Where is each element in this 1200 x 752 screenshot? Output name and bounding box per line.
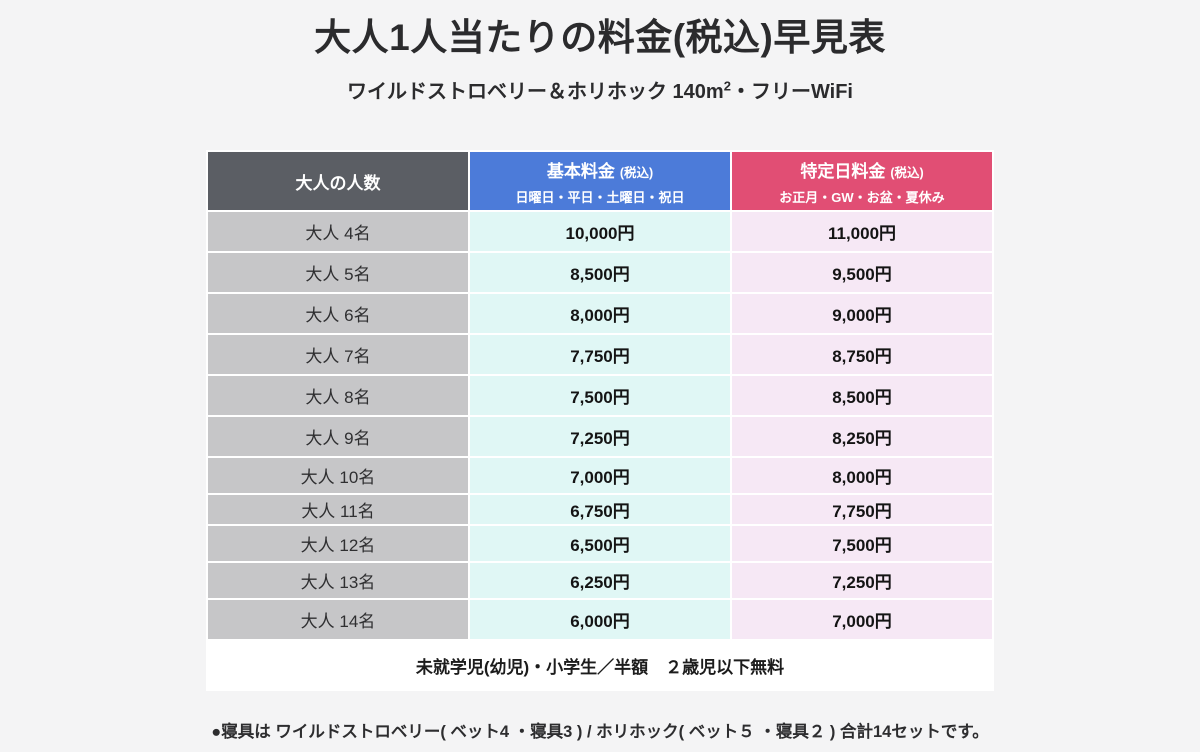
people-cell: 大人 9名: [208, 417, 468, 457]
basic-price-cell: 10,000円: [470, 212, 730, 252]
header-special-price: 特定日料金 (税込) お正月・GW・お盆・夏休み: [732, 152, 992, 211]
basic-price-cell: 8,000円: [470, 294, 730, 334]
pricing-table-footer: 未就学児(幼児)・小学生／半額 ２歳児以下無料: [208, 641, 992, 690]
special-price-cell: 9,500円: [732, 253, 992, 293]
header-special-tax-note: (税込): [890, 165, 924, 180]
basic-price-cell: 6,250円: [470, 563, 730, 599]
people-cell: 大人 12名: [208, 526, 468, 562]
people-cell: 大人 6名: [208, 294, 468, 334]
table-row: 大人 8名 7,500円 8,500円: [208, 376, 992, 416]
table-row: 大人 12名 6,500円 7,500円: [208, 526, 992, 562]
special-price-cell: 8,000円: [732, 458, 992, 494]
subtitle-text: ワイルドストロベリー＆ホリホック 140m: [347, 81, 724, 104]
table-row: 大人 11名 6,750円 7,750円: [208, 495, 992, 525]
bedding-note: ●寝具は ワイルドストロベリー( ベット4 ・寝具3 ) / ホリホック( ベッ…: [211, 723, 989, 742]
basic-price-cell: 6,500円: [470, 526, 730, 562]
table-row: 大人 7名 7,750円 8,750円: [208, 335, 992, 375]
header-basic-price: 基本料金 (税込) 日曜日・平日・土曜日・祝日: [470, 152, 730, 211]
header-people-label: 大人の人数: [295, 173, 381, 193]
subtitle-tail: ・フリーWiFi: [730, 81, 853, 104]
header-special-days: お正月・GW・お盆・夏休み: [779, 189, 945, 205]
special-price-cell: 7,750円: [732, 495, 992, 525]
people-cell: 大人 14名: [208, 600, 468, 640]
basic-price-cell: 8,500円: [470, 253, 730, 293]
basic-price-cell: 7,750円: [470, 335, 730, 375]
people-cell: 大人 5名: [208, 253, 468, 293]
special-price-cell: 7,250円: [732, 563, 992, 599]
table-row: 大人 10名 7,000円 8,000円: [208, 458, 992, 494]
table-row: 大人 13名 6,250円 7,250円: [208, 563, 992, 599]
page-title: 大人1人当たりの料金(税込)早見表: [314, 17, 886, 58]
table-row: 大人 4名 10,000円 11,000円: [208, 212, 992, 252]
basic-price-cell: 7,000円: [470, 458, 730, 494]
people-cell: 大人 4名: [208, 212, 468, 252]
header-basic-days: 日曜日・平日・土曜日・祝日: [515, 189, 685, 205]
basic-price-cell: 6,000円: [470, 600, 730, 640]
pricing-table-header: 大人の人数 基本料金 (税込) 日曜日・平日・土曜日・祝日 特定日料金 (税込) お…: [208, 152, 992, 211]
header-basic-label: 基本料金: [546, 161, 615, 181]
table-row: 大人 14名 6,000円 7,000円: [208, 600, 992, 640]
people-cell: 大人 7名: [208, 335, 468, 375]
people-cell: 大人 11名: [208, 495, 468, 525]
header-special-line1: 特定日料金 (税込): [732, 157, 992, 182]
special-price-cell: 8,250円: [732, 417, 992, 457]
table-row: 大人 9名 7,250円 8,250円: [208, 417, 992, 457]
special-price-cell: 7,500円: [732, 526, 992, 562]
header-people-count: 大人の人数: [208, 152, 468, 211]
table-row: 大人 6名 8,000円 9,000円: [208, 294, 992, 334]
people-cell: 大人 13名: [208, 563, 468, 599]
footer-row: 未就学児(幼児)・小学生／半額 ２歳児以下無料: [208, 641, 992, 690]
children-discount-note: 未就学児(幼児)・小学生／半額 ２歳児以下無料: [208, 641, 992, 690]
special-price-cell: 8,750円: [732, 335, 992, 375]
basic-price-cell: 7,250円: [470, 417, 730, 457]
page-subtitle: ワイルドストロベリー＆ホリホック 140m2・フリーWiFi: [0, 75, 1200, 104]
header-row: 大人の人数 基本料金 (税込) 日曜日・平日・土曜日・祝日 特定日料金 (税込) お…: [208, 152, 992, 211]
special-price-cell: 8,500円: [732, 376, 992, 416]
subtitle-superscript: 2: [723, 78, 731, 94]
header-basic-tax-note: (税込): [619, 165, 654, 180]
header-basic-line1: 基本料金 (税込): [470, 157, 730, 182]
table-row: 大人 5名 8,500円 9,500円: [208, 253, 992, 293]
special-price-cell: 7,000円: [732, 600, 992, 640]
people-cell: 大人 10名: [208, 458, 468, 494]
pricing-table: 大人の人数 基本料金 (税込) 日曜日・平日・土曜日・祝日 特定日料金 (税込) お…: [206, 150, 994, 692]
header-special-label: 特定日料金: [800, 161, 886, 181]
special-price-cell: 11,000円: [732, 212, 992, 252]
people-cell: 大人 8名: [208, 376, 468, 416]
basic-price-cell: 6,750円: [470, 495, 730, 525]
pricing-table-body: 大人 4名 10,000円 11,000円 大人 5名 8,500円 9,500…: [208, 212, 992, 640]
special-price-cell: 9,000円: [732, 294, 992, 334]
basic-price-cell: 7,500円: [470, 376, 730, 416]
